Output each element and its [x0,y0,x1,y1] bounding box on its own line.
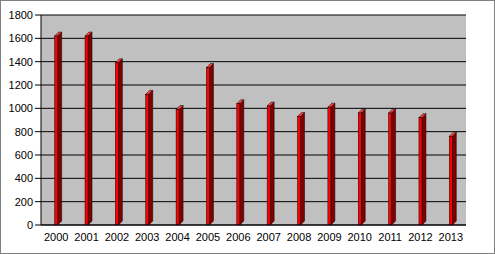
svg-text:2010: 2010 [348,231,372,243]
svg-text:2000: 2000 [44,231,68,243]
svg-text:400: 400 [15,172,33,184]
svg-text:2004: 2004 [165,231,189,243]
svg-text:2003: 2003 [135,231,159,243]
svg-text:2009: 2009 [317,231,341,243]
svg-text:2002: 2002 [105,231,129,243]
svg-text:1600: 1600 [9,32,33,44]
svg-text:2008: 2008 [287,231,311,243]
svg-text:2012: 2012 [408,231,432,243]
svg-text:2001: 2001 [74,231,98,243]
svg-text:2005: 2005 [196,231,220,243]
svg-text:1200: 1200 [9,79,33,91]
svg-text:2011: 2011 [378,231,402,243]
svg-text:600: 600 [15,149,33,161]
svg-text:200: 200 [15,196,33,208]
svg-text:2013: 2013 [439,231,463,243]
svg-text:2006: 2006 [226,231,250,243]
svg-text:1800: 1800 [9,9,33,21]
svg-text:800: 800 [15,126,33,138]
svg-text:2007: 2007 [256,231,280,243]
svg-text:1400: 1400 [9,56,33,68]
svg-text:1000: 1000 [9,102,33,114]
svg-text:0: 0 [27,219,33,231]
